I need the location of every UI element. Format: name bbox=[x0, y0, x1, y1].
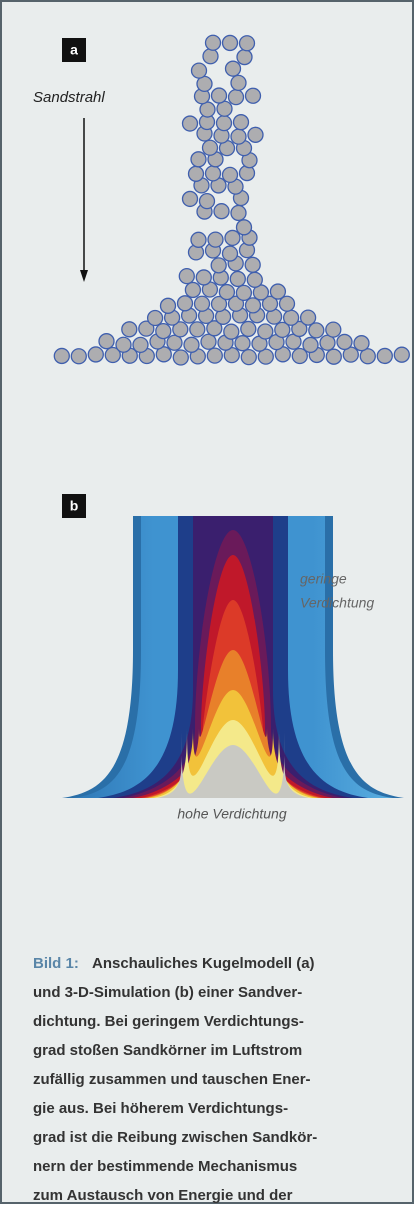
sphere bbox=[191, 232, 206, 247]
figure: a Sandstrahl b geringe Verdichtung hohe … bbox=[0, 0, 414, 1204]
sphere bbox=[195, 296, 210, 311]
sphere bbox=[207, 348, 222, 363]
sphere bbox=[183, 116, 198, 131]
sphere bbox=[301, 310, 316, 325]
sphere bbox=[88, 347, 103, 362]
bottom-label: hohe Verdichtung bbox=[177, 806, 286, 822]
sphere bbox=[148, 311, 163, 326]
sphere bbox=[196, 270, 211, 285]
caption-line: dichtung. Bei geringem Verdichtungs- bbox=[33, 1013, 304, 1030]
sphere bbox=[377, 348, 392, 363]
sphere bbox=[241, 321, 256, 336]
sphere bbox=[226, 61, 241, 76]
sphere bbox=[173, 350, 188, 365]
sphere bbox=[184, 337, 199, 352]
sphere bbox=[223, 35, 238, 50]
sphere bbox=[116, 337, 131, 352]
sphere bbox=[99, 334, 114, 349]
sphere bbox=[133, 337, 148, 352]
panel-label: b bbox=[70, 498, 79, 514]
sphere bbox=[237, 50, 252, 65]
sphere bbox=[219, 285, 234, 300]
sphere bbox=[248, 127, 263, 142]
sphere bbox=[241, 350, 256, 365]
sphere bbox=[225, 230, 240, 245]
sphere bbox=[236, 285, 251, 300]
sphere bbox=[326, 349, 341, 364]
caption-line: nern der bestimmende Mechanismus bbox=[33, 1158, 297, 1175]
sphere bbox=[234, 115, 249, 130]
sphere bbox=[230, 271, 245, 286]
sphere bbox=[212, 88, 227, 103]
sphere bbox=[337, 334, 352, 349]
sphere bbox=[303, 337, 318, 352]
sphere bbox=[211, 258, 226, 273]
sphere bbox=[246, 88, 261, 103]
caption-line: zum Austausch von Energie und der bbox=[33, 1187, 293, 1204]
page: a Sandstrahl b geringe Verdichtung hohe … bbox=[0, 0, 414, 1204]
sphere bbox=[183, 191, 198, 206]
sphere bbox=[179, 269, 194, 284]
sphere bbox=[203, 49, 218, 64]
sphere bbox=[201, 334, 216, 349]
arrow-label: Sandstrahl bbox=[33, 89, 105, 106]
sphere bbox=[190, 322, 205, 337]
sphere bbox=[231, 129, 246, 144]
caption: Bild 1: Anschauliches Kugelmodell (a) und… bbox=[33, 955, 317, 1204]
top-label: Verdichtung bbox=[300, 595, 374, 611]
panel-label: a bbox=[70, 42, 78, 58]
sphere bbox=[247, 272, 262, 287]
caption-label: Bild 1: bbox=[33, 955, 79, 972]
sphere bbox=[191, 152, 206, 167]
top-label: geringe bbox=[300, 571, 347, 587]
sphere bbox=[192, 63, 207, 78]
sphere bbox=[235, 336, 250, 351]
sphere bbox=[229, 90, 244, 105]
sphere bbox=[178, 296, 193, 311]
sphere bbox=[71, 349, 86, 364]
sphere bbox=[245, 257, 260, 272]
sphere bbox=[206, 35, 221, 50]
sphere bbox=[231, 75, 246, 90]
sphere bbox=[189, 166, 204, 181]
sphere bbox=[326, 322, 341, 337]
sphere bbox=[394, 347, 409, 362]
sphere bbox=[224, 324, 239, 339]
sphere bbox=[203, 140, 218, 155]
caption-line: grad stoßen Sandkörner im Luftstrom bbox=[33, 1042, 302, 1059]
sphere bbox=[237, 220, 252, 235]
sphere bbox=[223, 167, 238, 182]
caption-line: und 3-D-Simulation (b) einer Sandver- bbox=[33, 984, 302, 1001]
sphere bbox=[206, 166, 221, 181]
caption-line: gie aus. Bei höherem Verdichtungs- bbox=[33, 1100, 288, 1117]
sphere bbox=[54, 348, 69, 363]
sphere bbox=[270, 284, 285, 299]
sphere bbox=[185, 282, 200, 297]
sphere bbox=[217, 116, 232, 131]
caption-line: zufällig zusammen und tauschen Ener- bbox=[33, 1071, 311, 1088]
caption-line: grad ist die Reibung zwischen Sandkör- bbox=[33, 1129, 317, 1146]
sphere bbox=[161, 298, 176, 313]
sphere bbox=[156, 324, 171, 339]
sphere bbox=[214, 204, 229, 219]
sphere bbox=[284, 310, 299, 325]
sphere bbox=[231, 205, 246, 220]
sphere bbox=[208, 232, 223, 247]
sphere bbox=[122, 322, 137, 337]
sphere bbox=[240, 36, 255, 51]
sphere bbox=[354, 336, 369, 351]
sphere bbox=[258, 324, 273, 339]
caption-line: Anschauliches Kugelmodell (a) bbox=[92, 955, 315, 972]
sphere bbox=[200, 194, 215, 209]
sphere bbox=[223, 246, 238, 261]
